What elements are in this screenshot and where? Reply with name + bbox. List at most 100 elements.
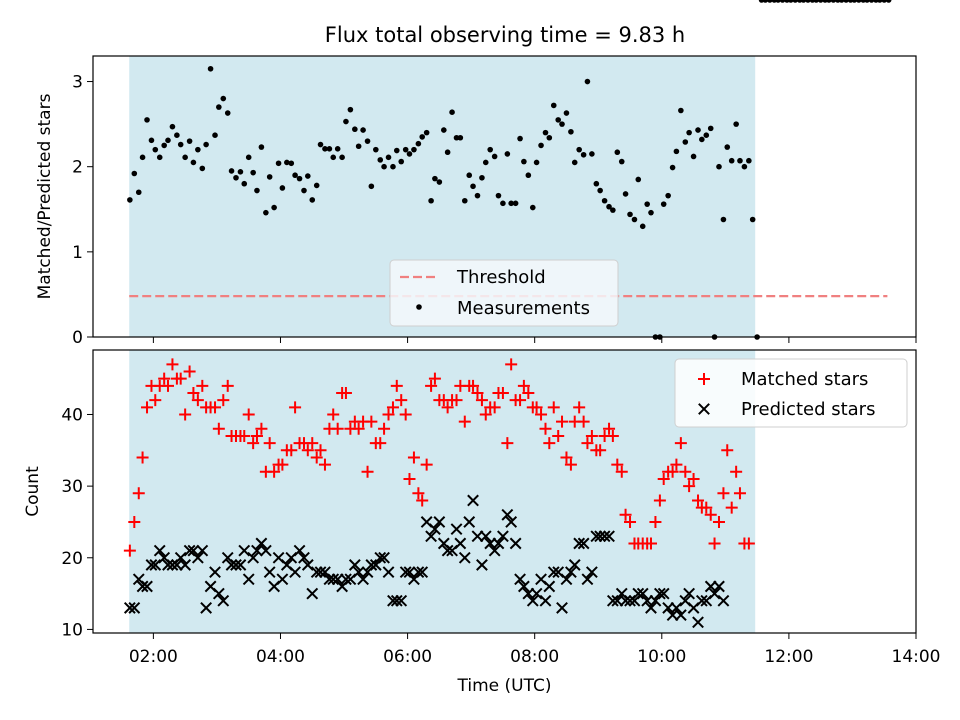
matched-star-marker [352,422,365,435]
predicted-star-marker [403,566,416,579]
predicted-star-marker [259,544,272,557]
measurement-point [746,157,752,164]
measurement-point [466,172,473,179]
measurement-point [343,118,349,125]
predicted-star-marker [526,594,539,607]
measurement-point [504,151,511,157]
measurement-point [533,159,540,166]
predicted-star-marker [717,594,730,607]
predicted-star-marker [390,594,403,607]
measurement-point [644,201,650,207]
predicted-star-marker [149,559,162,571]
matched-star-marker [644,537,657,550]
matched-star-marker [395,394,408,407]
measurement-point [622,191,629,197]
legend-threshold-label: Threshold [456,267,546,288]
measurement-point [673,148,680,155]
measurement-point [606,203,612,210]
matched-star-marker [247,437,260,450]
time-x-axis: 02:00 04:00 06:00 08:00 10:00 12:00 14:00 [129,633,941,667]
measurement-point [525,172,532,179]
measurement-point [749,216,756,223]
predicted-star-marker [556,602,568,614]
predicted-star-marker [606,594,619,607]
measurement-point [390,163,396,170]
measurement-point [487,146,494,153]
predicted-star-marker [530,587,543,600]
measurement-point [186,138,193,144]
legend-matched-swatch [698,373,710,385]
measurement-point [601,197,608,204]
legend-plus-mark [698,373,710,385]
matched-star-marker [183,365,196,378]
measurement-point [775,0,781,3]
measurement-point [373,146,379,153]
predicted-star-marker [492,537,505,550]
matched-star-marker [141,401,154,414]
count-y-tick-label: 30 [61,477,83,497]
measurement-point [500,200,506,207]
measurement-point [317,141,324,148]
predicted-star-marker [153,544,166,557]
predicted-stars-markers [125,495,730,629]
measurement-point [207,65,214,72]
ratio-x-ticks [152,337,917,343]
time-x-tick-label: 02:00 [129,647,178,667]
predicted-star-marker [441,544,454,557]
measurement-point [470,183,476,190]
matched-star-marker [123,544,136,557]
predicted-star-marker [247,551,260,564]
predicted-star-marker [145,559,158,571]
matched-star-marker [471,386,484,399]
predicted-star-marker [238,544,251,557]
matched-star-marker [704,508,717,521]
matched-star-marker [556,415,569,428]
predicted-star-marker [713,580,725,593]
matched-star-marker [594,444,607,457]
ratio-panel: 0 1 2 3 Matched/Predicted stars Threshold M… [35,0,917,348]
matched-star-marker [708,537,721,550]
legend-predicted-swatch [698,403,710,415]
count-y-tick-label: 40 [61,405,83,425]
matched-star-marker [187,386,200,399]
matched-star-marker [301,444,314,457]
time-x-tick-label: 06:00 [383,647,432,667]
measurement-point [279,185,286,191]
predicted-star-marker [497,530,509,543]
ratio-y-label: Matched/Predicted stars [35,93,55,299]
matched-star-marker [386,401,399,414]
matched-star-marker [522,386,535,399]
measurement-point [457,134,464,141]
measurement-point [737,157,743,164]
measurement-point [254,187,260,194]
predicted-star-marker [501,508,514,521]
measurement-point [542,129,549,136]
measurement-point [660,201,667,207]
matched-star-marker [306,437,319,450]
measurement-point [838,0,845,3]
predicted-star-marker [416,566,429,579]
measurement-point [237,169,244,175]
predicted-star-marker [230,559,242,571]
measurement-point [678,107,684,114]
measurement-point [233,174,239,181]
legend-predicted-label: Predicted stars [741,399,875,420]
measurement-point [707,125,714,132]
measurement-point [817,0,824,3]
measurement-point [161,142,167,149]
matched-star-marker [128,515,141,528]
predicted-star-marker [200,602,213,614]
predicted-star-marker [458,551,471,564]
measurement-point [550,102,557,109]
measurement-point [580,151,587,158]
matched-star-marker [132,487,145,500]
predicted-star-marker [209,566,221,579]
measurement-point [352,126,358,133]
measurement-point [474,192,481,199]
measurement-point [419,134,426,140]
measurement-point [423,129,430,136]
count-panel: 10 20 30 40 02:00 04:00 06:00 08:00 10:00 12:00 1… [23,350,941,696]
predicted-star-marker [128,602,141,614]
predicted-star-marker [179,559,192,571]
measurement-point [377,157,384,163]
